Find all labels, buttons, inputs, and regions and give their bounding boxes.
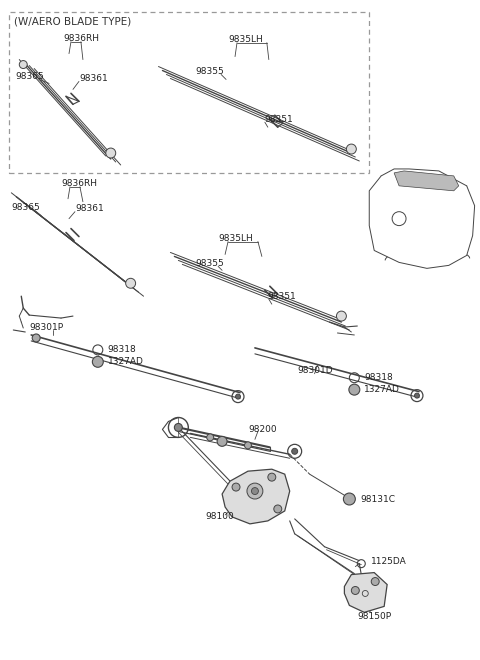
Polygon shape [394, 171, 459, 191]
Circle shape [174, 424, 182, 432]
Circle shape [247, 483, 263, 499]
Circle shape [106, 148, 116, 158]
Circle shape [349, 384, 360, 395]
Circle shape [32, 334, 40, 342]
Circle shape [274, 505, 282, 513]
Text: 1125DA: 1125DA [371, 557, 407, 566]
Polygon shape [344, 573, 387, 612]
Circle shape [217, 436, 227, 446]
Circle shape [92, 356, 103, 367]
Circle shape [252, 488, 258, 494]
Polygon shape [222, 469, 290, 524]
Text: 1327AD: 1327AD [108, 357, 144, 366]
Text: 98361: 98361 [75, 204, 104, 213]
Circle shape [415, 393, 420, 398]
Text: 98301D: 98301D [298, 366, 333, 376]
Text: 98131C: 98131C [360, 494, 396, 504]
Text: 98318: 98318 [108, 345, 136, 354]
Text: 98365: 98365 [15, 72, 44, 81]
Text: 98361: 98361 [79, 74, 108, 83]
Polygon shape [369, 169, 475, 269]
Text: 98365: 98365 [12, 203, 40, 213]
Circle shape [232, 483, 240, 491]
Circle shape [207, 434, 214, 441]
Circle shape [126, 279, 136, 288]
Text: 98200: 98200 [248, 425, 276, 434]
Circle shape [343, 493, 355, 505]
Text: 98355: 98355 [195, 67, 224, 76]
Text: 98355: 98355 [195, 259, 224, 268]
Text: 98301P: 98301P [29, 323, 63, 331]
Circle shape [268, 473, 276, 481]
Text: (W/AERO BLADE TYPE): (W/AERO BLADE TYPE) [14, 16, 132, 27]
Circle shape [244, 442, 252, 449]
Text: 9835LH: 9835LH [228, 35, 263, 44]
Text: 98351: 98351 [268, 292, 297, 301]
Text: 9835LH: 9835LH [218, 234, 253, 243]
Circle shape [351, 587, 360, 595]
Circle shape [236, 394, 240, 399]
Circle shape [19, 61, 27, 69]
Circle shape [347, 144, 356, 154]
Text: 98100: 98100 [205, 512, 234, 521]
Circle shape [292, 448, 298, 454]
Text: 98150P: 98150P [357, 612, 392, 621]
Circle shape [371, 578, 379, 585]
Text: 98351: 98351 [265, 115, 294, 123]
Circle shape [336, 311, 347, 321]
Text: 9836RH: 9836RH [61, 180, 97, 188]
Text: 98318: 98318 [364, 373, 393, 382]
Text: 1327AD: 1327AD [364, 385, 400, 394]
Bar [9, 12, 369, 173]
Text: 9836RH: 9836RH [63, 34, 99, 43]
